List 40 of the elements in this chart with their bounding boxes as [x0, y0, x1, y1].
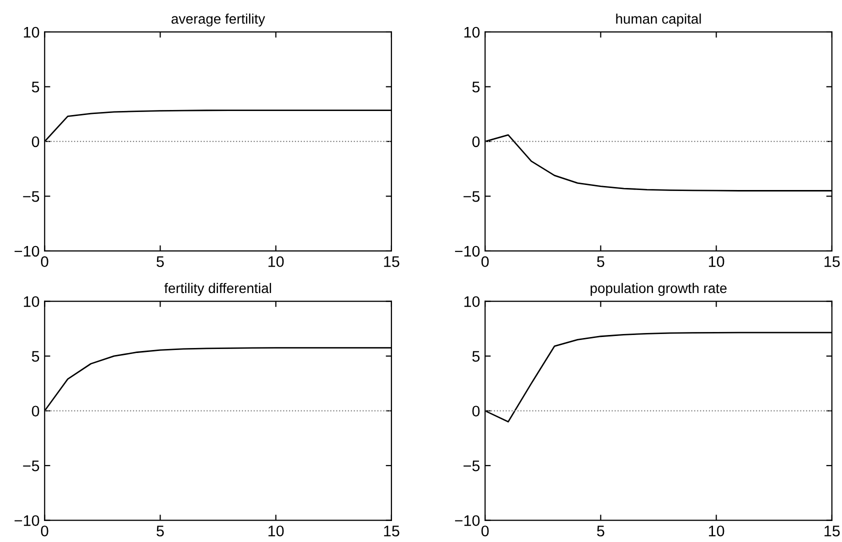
chart-title: average fertility — [172, 14, 266, 27]
x-tick-label: 0 — [40, 256, 48, 268]
y-tick-label: 5 — [32, 82, 40, 92]
y-tick-label: −10 — [455, 515, 480, 526]
y-tick-label: 0 — [472, 406, 480, 417]
chart-title: human capital — [616, 14, 701, 27]
x-tick-label: 10 — [268, 526, 284, 536]
x-tick-label: 0 — [481, 526, 489, 536]
x-tick-label: 5 — [597, 526, 604, 536]
y-tick-label: 10 — [464, 296, 480, 308]
x-tick-label: 5 — [156, 256, 164, 268]
chart-title: population growth rate — [590, 282, 727, 296]
x-tick-label: 0 — [40, 526, 48, 536]
x-tick-label: 15 — [824, 526, 840, 536]
y-tick-label: 5 — [472, 82, 480, 92]
y-tick-label: 10 — [464, 26, 480, 38]
y-tick-label: −5 — [23, 191, 40, 202]
y-tick-label: −5 — [464, 460, 480, 472]
y-tick-label: 5 — [472, 351, 480, 362]
x-tick-label: 15 — [384, 256, 400, 268]
y-tick-label: −10 — [455, 246, 480, 257]
y-tick-label: −10 — [14, 515, 40, 526]
y-tick-label: 10 — [24, 296, 40, 308]
x-tick-label: 10 — [708, 526, 724, 536]
x-tick-label: 15 — [384, 526, 400, 536]
x-tick-label: 10 — [268, 256, 284, 268]
y-tick-label: 10 — [24, 26, 40, 38]
x-tick-label: 5 — [597, 256, 604, 268]
y-tick-label: −10 — [14, 246, 40, 257]
y-tick-label: 0 — [32, 406, 40, 417]
x-tick-label: 5 — [156, 526, 164, 536]
y-tick-label: 5 — [32, 351, 40, 362]
x-tick-label: 10 — [708, 256, 724, 268]
y-tick-label: 0 — [472, 136, 480, 148]
y-tick-label: 0 — [32, 136, 40, 148]
chart-title: fertility differential — [164, 282, 272, 296]
x-tick-label: 15 — [824, 256, 840, 268]
x-tick-label: 0 — [481, 256, 489, 268]
y-tick-label: −5 — [464, 191, 480, 202]
y-tick-label: −5 — [23, 460, 40, 472]
